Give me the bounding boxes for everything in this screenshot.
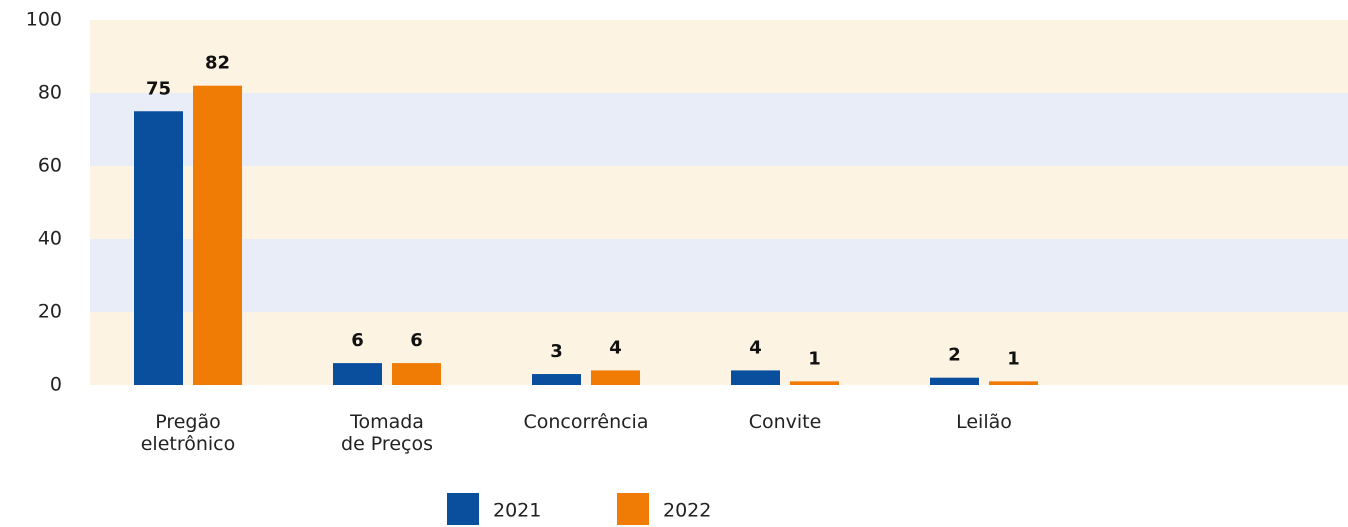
- x-tick-label: Pregão eletrônico: [141, 411, 236, 455]
- value-label: 6: [410, 330, 423, 351]
- x-tick-line: Convite: [749, 411, 822, 433]
- value-label: 2: [948, 345, 961, 366]
- value-label: 75: [146, 78, 171, 99]
- x-tick-line: de Preços: [341, 433, 433, 455]
- x-tick-label: Tomada de Preços: [341, 411, 433, 455]
- bar: [134, 111, 183, 385]
- bar: [731, 370, 780, 385]
- bar: [591, 370, 640, 385]
- x-tick-line: Leilão: [956, 411, 1012, 433]
- value-label: 4: [609, 337, 622, 358]
- bar: [193, 85, 242, 385]
- value-label: 6: [351, 330, 364, 351]
- x-tick-line: Pregão: [155, 411, 221, 433]
- value-label: 4: [749, 337, 762, 358]
- value-label: 1: [1007, 348, 1020, 369]
- value-label: 3: [550, 341, 563, 362]
- legend-swatch: [617, 493, 649, 525]
- grid-band: [90, 239, 1348, 312]
- y-tick-label: 20: [38, 301, 62, 323]
- x-tick-label: Leilão: [956, 411, 1012, 433]
- y-tick-label: 0: [50, 374, 62, 396]
- x-tick-line: eletrônico: [141, 433, 236, 455]
- y-tick-label: 100: [26, 9, 62, 31]
- legend-label: 2021: [493, 500, 541, 522]
- bar: [989, 381, 1038, 385]
- grid-band: [90, 166, 1348, 239]
- x-tick-line: Tomada: [349, 411, 424, 433]
- value-label: 82: [205, 53, 230, 74]
- x-tick-line: Concorrência: [524, 411, 649, 433]
- legend-label: 2022: [663, 500, 711, 522]
- bar: [790, 381, 839, 385]
- x-tick-label: Concorrência: [524, 411, 649, 433]
- value-label: 1: [808, 348, 821, 369]
- legend-swatch: [447, 493, 479, 525]
- grid-band: [90, 312, 1348, 385]
- bar: [392, 363, 441, 385]
- y-tick-label: 60: [38, 155, 62, 177]
- bar: [930, 377, 979, 385]
- bar: [333, 363, 382, 385]
- y-tick-label: 80: [38, 82, 62, 104]
- x-tick-label: Convite: [749, 411, 822, 433]
- grid-band: [90, 20, 1348, 93]
- grid-band: [90, 93, 1348, 166]
- bar: [532, 374, 581, 385]
- y-tick-label: 40: [38, 228, 62, 250]
